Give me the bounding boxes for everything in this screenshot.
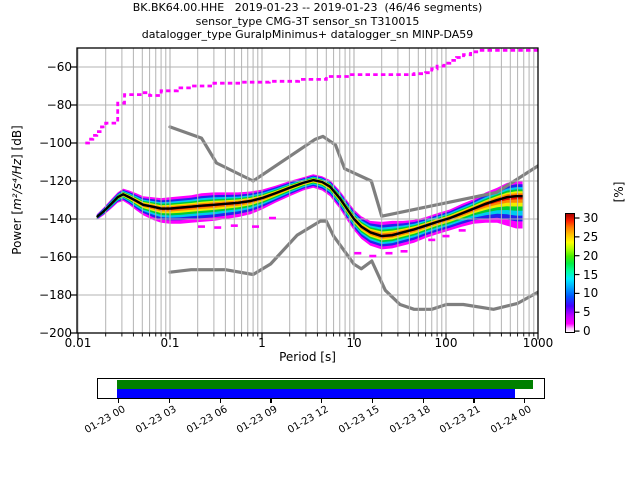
x-tick-label: 1 bbox=[258, 336, 266, 350]
timeline-tick bbox=[371, 399, 374, 403]
timeline-tick bbox=[524, 399, 526, 403]
y-tick-label: −80 bbox=[46, 98, 72, 112]
y-tick-label: −120 bbox=[39, 174, 72, 188]
y-tick-label: −100 bbox=[39, 136, 72, 150]
timeline-tick bbox=[422, 399, 424, 403]
colorbar-tick-label: 25 bbox=[583, 229, 599, 244]
y-tick-label: −160 bbox=[39, 250, 72, 264]
colorbar-gradient bbox=[565, 213, 575, 333]
plot-title-line1: BK.BK64.00.HHE 2019-01-23 -- 2019-01-23 … bbox=[132, 1, 483, 14]
outlier-psd-line bbox=[85, 48, 538, 258]
mode-line-path bbox=[96, 178, 523, 238]
y-tick-label: −60 bbox=[46, 60, 72, 74]
plot-frame bbox=[76, 47, 539, 334]
colorbar-tick-label: 10 bbox=[583, 286, 599, 301]
x-tick-label: 1000 bbox=[522, 336, 554, 350]
x-tick-label: 0.1 bbox=[160, 336, 180, 350]
colorbar-tick-label: 0 bbox=[583, 324, 591, 339]
x-tick-label: 0.01 bbox=[64, 336, 92, 350]
plot-title-line2: sensor_type CMG-3T sensor_sn T310015 bbox=[195, 15, 420, 28]
outlier-line-path bbox=[85, 48, 538, 145]
ppsd-mode-line bbox=[96, 178, 523, 238]
y-tick-label: −200 bbox=[39, 326, 72, 340]
colorbar-tick-label: 30 bbox=[583, 211, 599, 225]
timeline-tick bbox=[473, 399, 475, 403]
timeline-tick bbox=[168, 399, 171, 403]
y-tick-label: −140 bbox=[39, 212, 72, 226]
timeline-data-bar bbox=[117, 388, 515, 398]
colorbar-tick-label: 15 bbox=[583, 267, 599, 282]
axis-ticks bbox=[71, 66, 580, 340]
y-tick-label: −180 bbox=[39, 288, 72, 302]
colorbar-tick-label: 5 bbox=[583, 305, 591, 320]
timeline-tick bbox=[321, 399, 323, 403]
timeline-tick bbox=[118, 399, 120, 403]
x-tick-label: 10 bbox=[346, 336, 362, 350]
nlnm-curve bbox=[168, 219, 538, 311]
x-axis-label: Period [s] bbox=[279, 350, 336, 364]
x-tick-label: 100 bbox=[434, 336, 458, 350]
colorbar-tick-label: 20 bbox=[583, 248, 599, 263]
timeline-tick bbox=[219, 399, 221, 403]
plot-title-line3: datalogger_type GuralpMinimus+ datalogge… bbox=[141, 28, 474, 41]
timeline-coverage-bar bbox=[117, 379, 533, 389]
timeline-tick bbox=[270, 399, 272, 403]
grid-lines bbox=[77, 48, 538, 333]
